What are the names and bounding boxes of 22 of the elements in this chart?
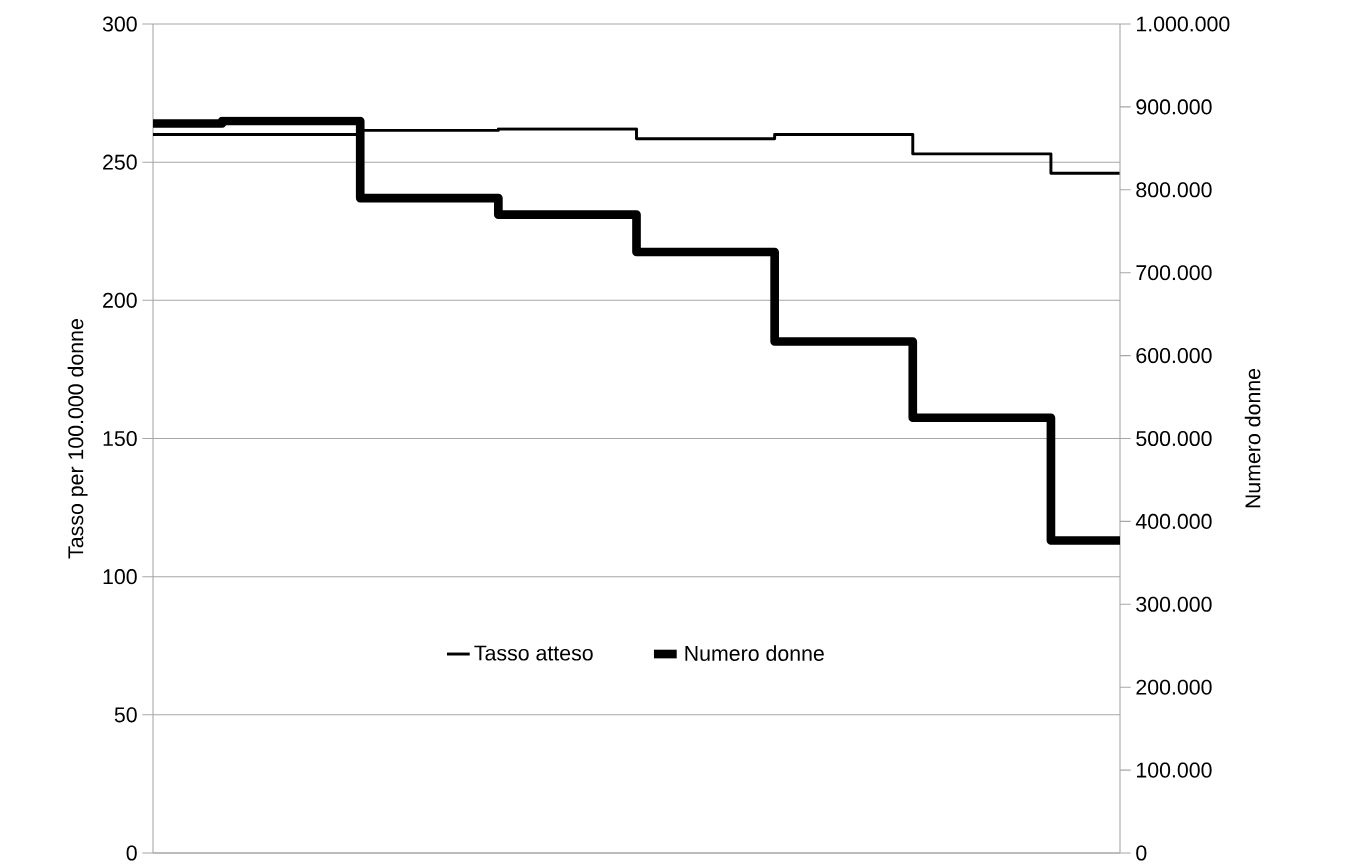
legend-label: Tasso atteso	[474, 645, 593, 661]
y2-tick-label: 600.000	[1136, 348, 1212, 364]
y-tick-label: 100	[103, 569, 137, 585]
y-tick-label: 50	[114, 707, 137, 723]
y2-tick-label: 800.000	[1136, 182, 1212, 198]
y-tick-label: 150	[103, 430, 137, 447]
y-axis-title: Tasso per 100.000 donne	[67, 319, 88, 559]
y2-tick-label: 300.000	[1136, 596, 1212, 612]
y2-axis-title: Numero donne	[1244, 368, 1261, 508]
y2-tick-label: 1.000.000	[1137, 16, 1230, 32]
y2-tick-label: 400.000	[1135, 513, 1212, 529]
y-tick-label: 250	[103, 154, 137, 170]
y2-tick-label: 900.000	[1136, 99, 1212, 115]
y2-tick-label: 200.000	[1136, 679, 1212, 695]
y-tick-label: 0	[126, 845, 137, 861]
y-tick-label: 300	[102, 16, 137, 32]
y-tick-label: 200	[103, 292, 137, 308]
y2-tick-label: 500.000	[1136, 430, 1212, 447]
y2-tick-label: 0	[1136, 845, 1147, 861]
y2-tick-label: 100.000	[1137, 762, 1212, 778]
legend-label: Numero donne	[685, 645, 824, 661]
y2-tick-label: 700.000	[1136, 265, 1212, 281]
